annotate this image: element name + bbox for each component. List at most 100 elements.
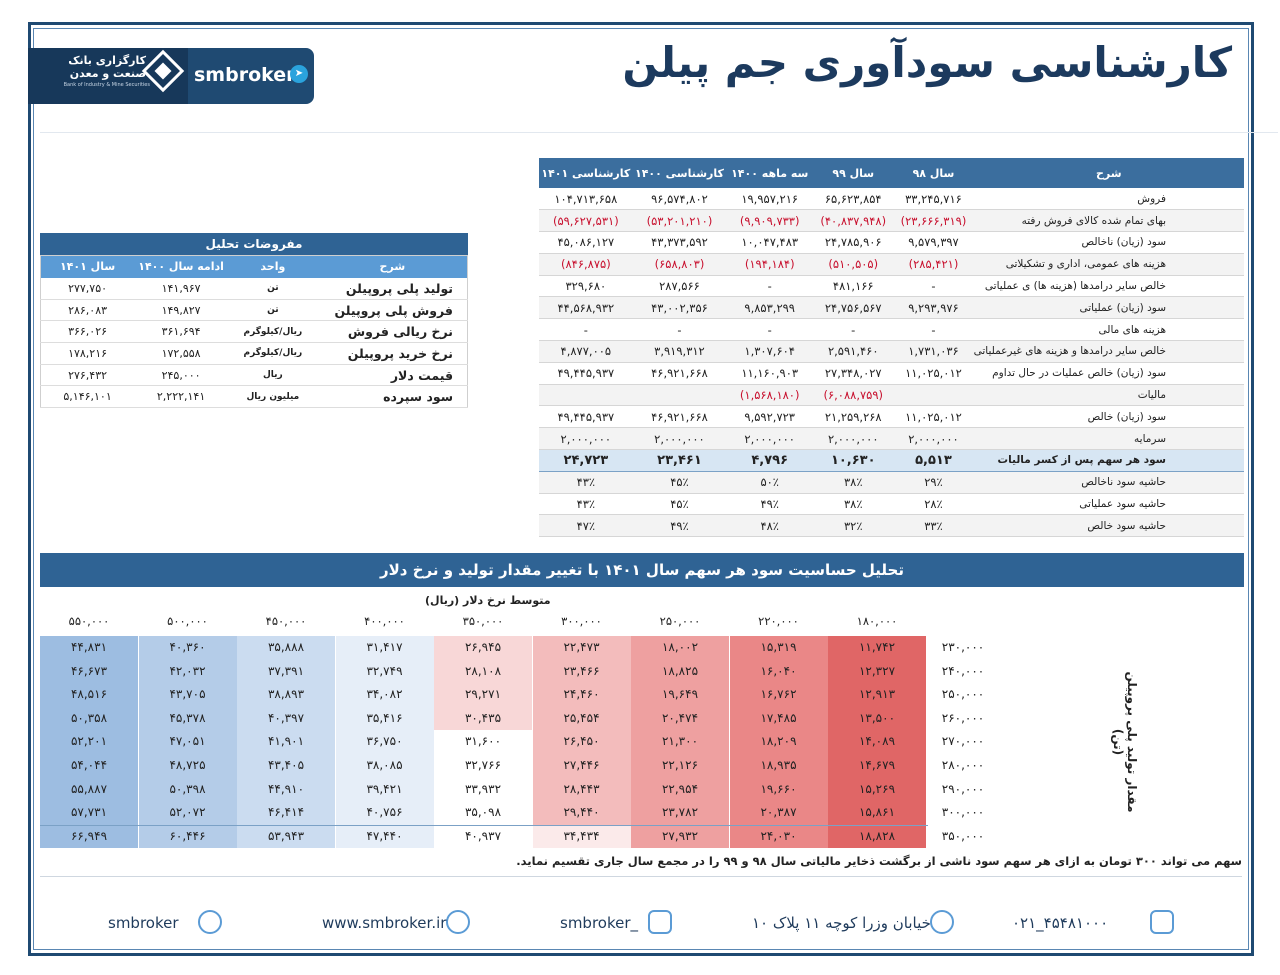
row-label: نرخ خرید پروپیلن (317, 342, 468, 365)
table-cell: ریال/کیلوگرم (228, 320, 318, 344)
sensitivity-cell: ۴۰,۹۳۷ (434, 824, 532, 849)
sensitivity-cell: ۱۹,۶۶۰ (729, 777, 828, 802)
table-cell: ریال/کیلوگرم (228, 342, 318, 365)
sensitivity-cell: ۲۱,۳۰۰ (631, 730, 729, 754)
production-row-label: ۳۰۰,۰۰۰ (941, 805, 985, 820)
sensitivity-cell: ۴۰,۳۶۰ (138, 636, 237, 660)
row-label: مالیات (973, 384, 1244, 407)
sensitivity-x-label: متوسط نرخ دلار (ریال) (425, 594, 551, 607)
sensitivity-cell: ۲۲,۴۷۳ (532, 636, 631, 660)
sensitivity-cell: ۲۲,۱۲۶ (631, 754, 729, 778)
table-cell: (۵۱۰,۵۰۵) (813, 253, 894, 276)
table-cell: ۲۴,۷۵۶,۵۶۷ (813, 296, 894, 320)
sensitivity-cell: ۴۶,۴۱۴ (237, 801, 335, 825)
table-cell: ۲۴۵,۰۰۰ (134, 364, 229, 387)
table-cell: (۱۹۴,۱۸۴) (726, 253, 814, 276)
table-cell: تن (228, 277, 318, 300)
table-cell: (۵۹,۶۲۷,۵۳۱) (539, 209, 633, 233)
sensitivity-cell: ۴۸,۷۲۵ (138, 754, 237, 778)
sensitivity-cell: ۵۳,۹۴۳ (237, 824, 335, 849)
bank-name: کارگزاری بانک صنعت و معدن (68, 54, 146, 80)
production-row-label: ۲۶۰,۰۰۰ (941, 710, 985, 725)
row-label: سود (زیان) خالص (973, 405, 1244, 429)
production-row-label: ۳۵۰,۰۰۰ (941, 828, 985, 843)
sensitivity-cell: ۲۶,۹۴۵ (434, 636, 532, 660)
sensitivity-cell: ۴۴,۸۳۱ (40, 636, 138, 660)
table-row: حاشیه سود ناخالص ۲۹٪ ۳۸٪ ۵۰٪ ۴۵٪ ۴۳٪ (539, 471, 1244, 494)
table-cell: ۴,۷۹۶ (726, 449, 814, 472)
instagram-icon (648, 910, 672, 934)
sensitivity-cell: ۲۷,۹۳۲ (631, 824, 729, 849)
footer-telegram[interactable]: smbroker (108, 914, 179, 932)
sensitivity-y-label-wrap: مقدار تولید پلی پروپیلن (تن) (1111, 650, 1139, 830)
table-cell: ۲۳,۴۶۱ (632, 449, 727, 472)
sensitivity-cell: ۱۷,۴۸۵ (729, 706, 828, 731)
table-cell: ۲۹٪ (893, 471, 974, 494)
header-cell: سال ۹۸ (893, 158, 974, 188)
table-row: قیمت دلار ریال ۲۴۵,۰۰۰ ۲۷۶,۴۳۲ (40, 364, 468, 387)
table-cell: ۴۸٪ (726, 514, 814, 538)
sensitivity-cell: ۵۰,۳۵۸ (40, 706, 138, 731)
footer-instagram[interactable]: smbroker_ (560, 914, 639, 932)
table-row: بهای تمام شده کالای فروش رفته (۲۳,۶۶۶,۳۱۹… (539, 209, 1244, 233)
table-cell: (۲۳,۶۶۶,۳۱۹) (893, 209, 974, 233)
sensitivity-cell: ۳۵,۸۸۸ (237, 636, 335, 660)
table-cell: - (632, 318, 727, 342)
sensitivity-cell: ۴۸,۵۱۶ (40, 683, 138, 707)
production-row-label: ۲۷۰,۰۰۰ (941, 734, 985, 749)
table-cell: ۲۸۷,۵۶۶ (632, 275, 727, 298)
table-cell: ۴۵,۰۸۶,۱۲۷ (539, 231, 633, 254)
sensitivity-cell: ۳۴,۰۸۲ (335, 683, 434, 707)
brand-name: smbroker (194, 64, 296, 86)
header-cell: شرح (317, 255, 468, 278)
header-cell: سال ۹۹ (813, 158, 894, 188)
table-cell: - (726, 318, 814, 342)
table-cell: ۲,۰۰۰,۰۰۰ (813, 427, 894, 451)
row-label: سود سپرده (317, 385, 468, 409)
table-cell: ۳۲۹,۶۸۰ (539, 275, 633, 298)
table-row: سود (زیان) ناخالص ۹,۵۷۹,۳۹۷ ۲۴,۷۸۵,۹۰۶ ۱۰,۰… (539, 231, 1244, 254)
sensitivity-cell: ۱۴,۰۸۹ (828, 730, 926, 754)
table-cell: ۴۹٪ (632, 514, 727, 538)
table-cell: ۱۴۱,۹۶۷ (134, 277, 229, 300)
assumptions-title: مفروضات تحلیل (40, 233, 468, 255)
row-label: فروش پلی پروپیلن (317, 299, 468, 322)
sensitivity-cell: ۱۲,۹۱۳ (828, 683, 926, 707)
header-cell: ادامه سال ۱۴۰۰ (134, 255, 229, 278)
header-cell: کارشناسی ۱۴۰۰ (632, 158, 727, 188)
table-cell: ۱۷۲,۵۵۸ (134, 342, 229, 365)
table-cell: ۳۳,۲۴۵,۷۱۶ (893, 188, 974, 211)
table-cell: ۲,۰۰۰,۰۰۰ (632, 427, 727, 451)
table-cell: ۲,۰۰۰,۰۰۰ (726, 427, 814, 451)
table-row: سود (زیان) خالص عملیات در حال تداوم ۱۱,۰۲… (539, 362, 1244, 385)
sensitivity-cell: ۲۶,۴۵۰ (532, 730, 631, 754)
footer-website[interactable]: www.smbroker.ir (322, 914, 447, 932)
sensitivity-cell: ۳۲,۷۴۹ (335, 659, 434, 684)
table-row: هزینه های مالی - - - - - (539, 318, 1244, 342)
sensitivity-cell: ۱۸,۲۰۹ (729, 730, 828, 754)
sensitivity-cell: ۵۰,۳۹۸ (138, 777, 237, 802)
row-label: سرمایه (973, 427, 1244, 451)
table-cell: ۴۴,۵۶۸,۹۳۲ (539, 296, 633, 320)
table-cell: - (726, 275, 814, 298)
table-cell: ۴۳,۰۰۲,۳۵۶ (632, 296, 727, 320)
row-label: حاشیه سود ناخالص (973, 471, 1244, 494)
table-cell: (۸۴۶,۸۷۵) (539, 253, 633, 276)
dollar-rate-header: ۴۰۰,۰۰۰ (364, 614, 405, 628)
assumptions-table: شرح واحد ادامه سال ۱۴۰۰ سال ۱۴۰۱ تولید پ… (40, 255, 468, 409)
table-cell: ۲۸۶,۰۸۳ (40, 299, 135, 322)
table-cell: ۶۵,۶۲۳,۸۵۴ (813, 188, 894, 211)
table-cell: ۳۶۶,۰۲۶ (40, 320, 135, 344)
sensitivity-cell: ۲۰,۳۸۷ (729, 801, 828, 825)
row-label: نرخ ریالی فروش (317, 320, 468, 344)
sensitivity-cell: ۲۲,۹۵۴ (631, 777, 729, 802)
table-cell: ۵,۱۴۶,۱۰۱ (40, 385, 135, 409)
table-cell: - (893, 318, 974, 342)
sensitivity-cell: ۵۴,۰۴۴ (40, 754, 138, 778)
footer-phone: ۰۲۱_۴۵۴۸۱۰۰۰ (1012, 914, 1109, 932)
sensitivity-cell: ۱۹,۶۴۹ (631, 683, 729, 707)
table-cell (893, 384, 974, 407)
sensitivity-cell: ۱۳,۵۰۰ (828, 706, 926, 731)
sensitivity-cell: ۳۵,۰۹۸ (434, 801, 532, 825)
footnote: سهم می تواند ۳۰۰ تومان به ازای هر سهم سو… (516, 854, 1242, 868)
